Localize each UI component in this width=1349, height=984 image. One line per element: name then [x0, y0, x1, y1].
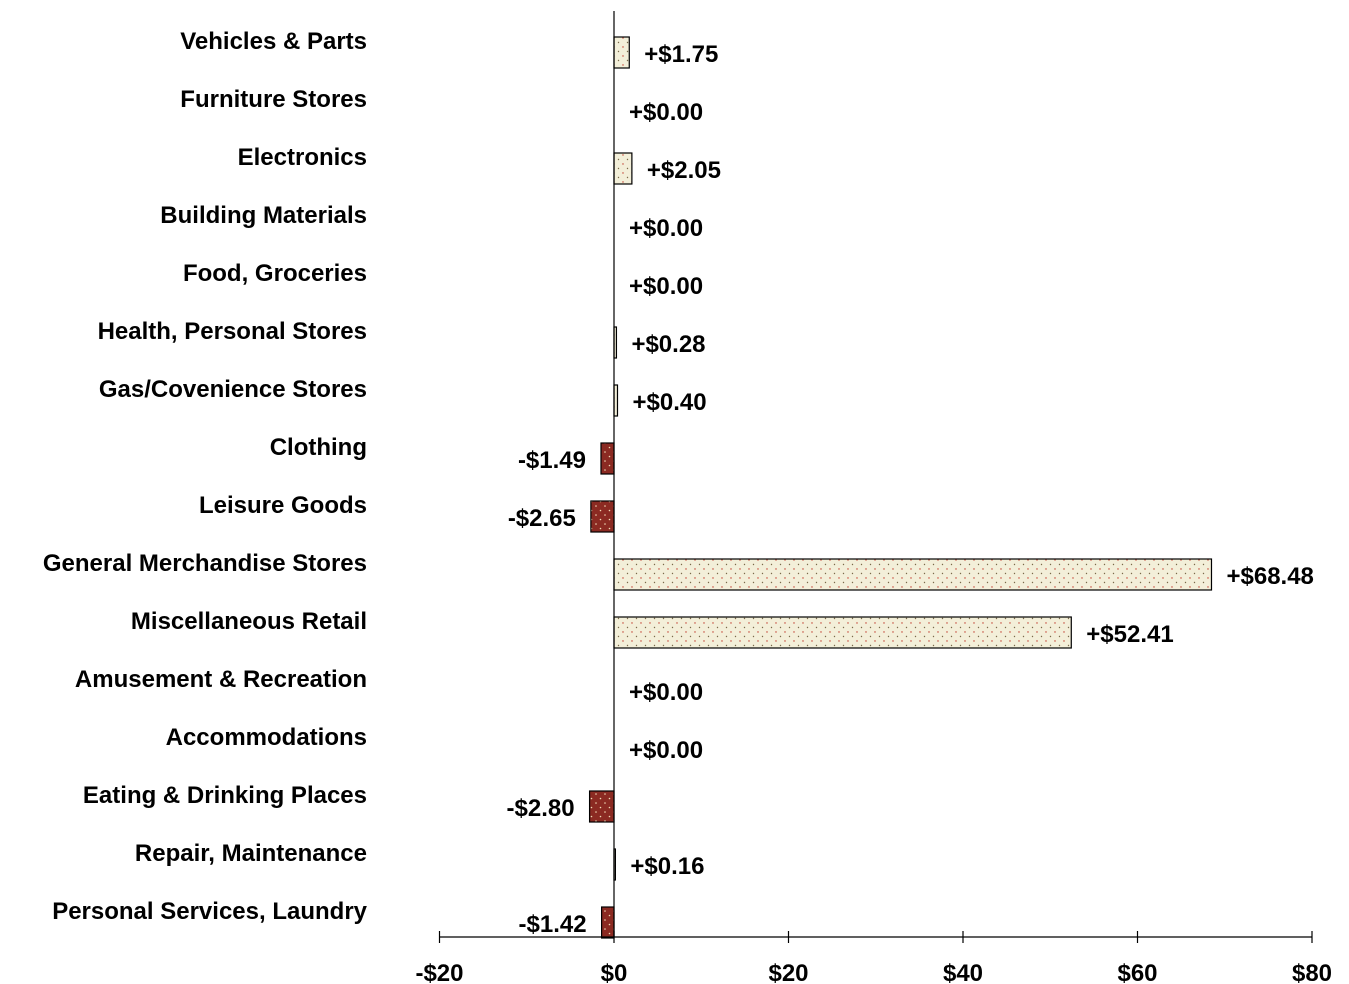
category-label: Leisure Goods: [199, 492, 367, 519]
data-label: +$0.00: [629, 273, 703, 300]
bar: [600, 442, 615, 475]
data-label: +$2.05: [647, 157, 721, 184]
data-label: +$0.00: [629, 737, 703, 764]
data-label: +$52.41: [1086, 621, 1173, 648]
bar: [613, 616, 1072, 649]
category-label: Personal Services, Laundry: [52, 898, 367, 925]
category-label: Eating & Drinking Places: [83, 782, 367, 809]
data-label: +$0.00: [629, 99, 703, 126]
data-label: -$2.80: [507, 795, 575, 822]
category-labels: Vehicles & Parts Furniture Stores Electron…: [43, 28, 368, 925]
x-tick-label: $20: [768, 960, 808, 984]
category-label: Repair, Maintenance: [135, 840, 367, 867]
x-tick-label: $40: [943, 960, 983, 984]
category-label: Vehicles & Parts: [180, 28, 367, 55]
category-label: Health, Personal Stores: [98, 318, 367, 345]
category-label: Clothing: [270, 434, 367, 461]
axes: -$20 $0 $20 $40 $60 $80: [415, 11, 1332, 984]
bar: [590, 500, 615, 533]
data-label: +$0.00: [629, 679, 703, 706]
category-label: Miscellaneous Retail: [131, 608, 367, 635]
category-label: Electronics: [238, 144, 367, 171]
data-label: +$1.75: [644, 41, 718, 68]
x-tick-label: $80: [1292, 960, 1332, 984]
data-label: +$0.16: [630, 853, 704, 880]
data-label: +$68.48: [1226, 563, 1313, 590]
data-label: -$2.65: [508, 505, 576, 532]
category-label: Accommodations: [166, 724, 367, 751]
bar: [588, 790, 615, 823]
category-label: Furniture Stores: [180, 86, 367, 113]
category-label: Building Materials: [160, 202, 367, 229]
value-labels: +$1.75 +$0.00 +$2.05 +$0.00 +$0.00 +$0.28 +$0.…: [507, 41, 1314, 938]
bar: [613, 558, 1213, 591]
category-label: General Merchandise Stores: [43, 550, 367, 577]
data-label: -$1.49: [518, 447, 586, 474]
x-tick-label: $60: [1117, 960, 1157, 984]
bar: [601, 906, 615, 939]
data-label: +$0.00: [629, 215, 703, 242]
data-label: +$0.40: [632, 389, 706, 416]
x-tick-label: -$20: [415, 960, 463, 984]
bar: [613, 36, 630, 69]
data-label: -$1.42: [519, 911, 587, 938]
category-label: Amusement & Recreation: [75, 666, 367, 693]
x-tick-label: $0: [601, 960, 628, 984]
bar: [613, 152, 633, 185]
category-label: Food, Groceries: [183, 260, 367, 287]
category-label: Gas/Covenience Stores: [99, 376, 367, 403]
data-label: +$0.28: [631, 331, 705, 358]
